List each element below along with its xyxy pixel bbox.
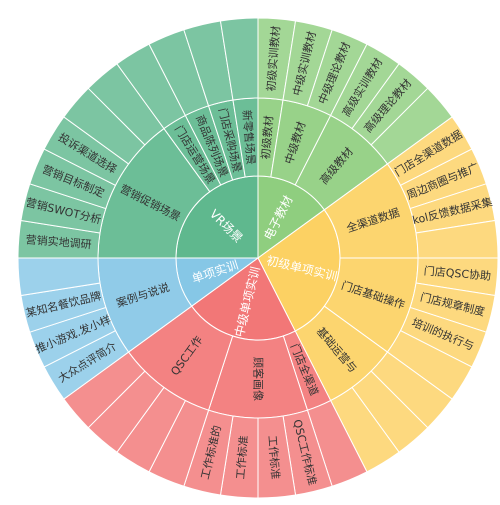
sunburst-label-level1: 顾客画像: [252, 357, 266, 401]
sunburst-label-level2: 营销实地调研: [25, 232, 92, 251]
sunburst-label-level2: 工作标准: [265, 435, 282, 480]
sunburst-label-level2: 门店QSC协助: [423, 264, 491, 283]
sunburst-segment-level2-segment-59[interactable]: [219, 17, 259, 101]
sunburst-label-level1: 新零售场景: [240, 109, 258, 165]
sunburst-label-level2: 工作标准: [233, 435, 250, 480]
sunburst-label-level1: 初级教材: [258, 115, 275, 160]
sunburst-label-level2: 初级实训教材: [264, 25, 283, 92]
